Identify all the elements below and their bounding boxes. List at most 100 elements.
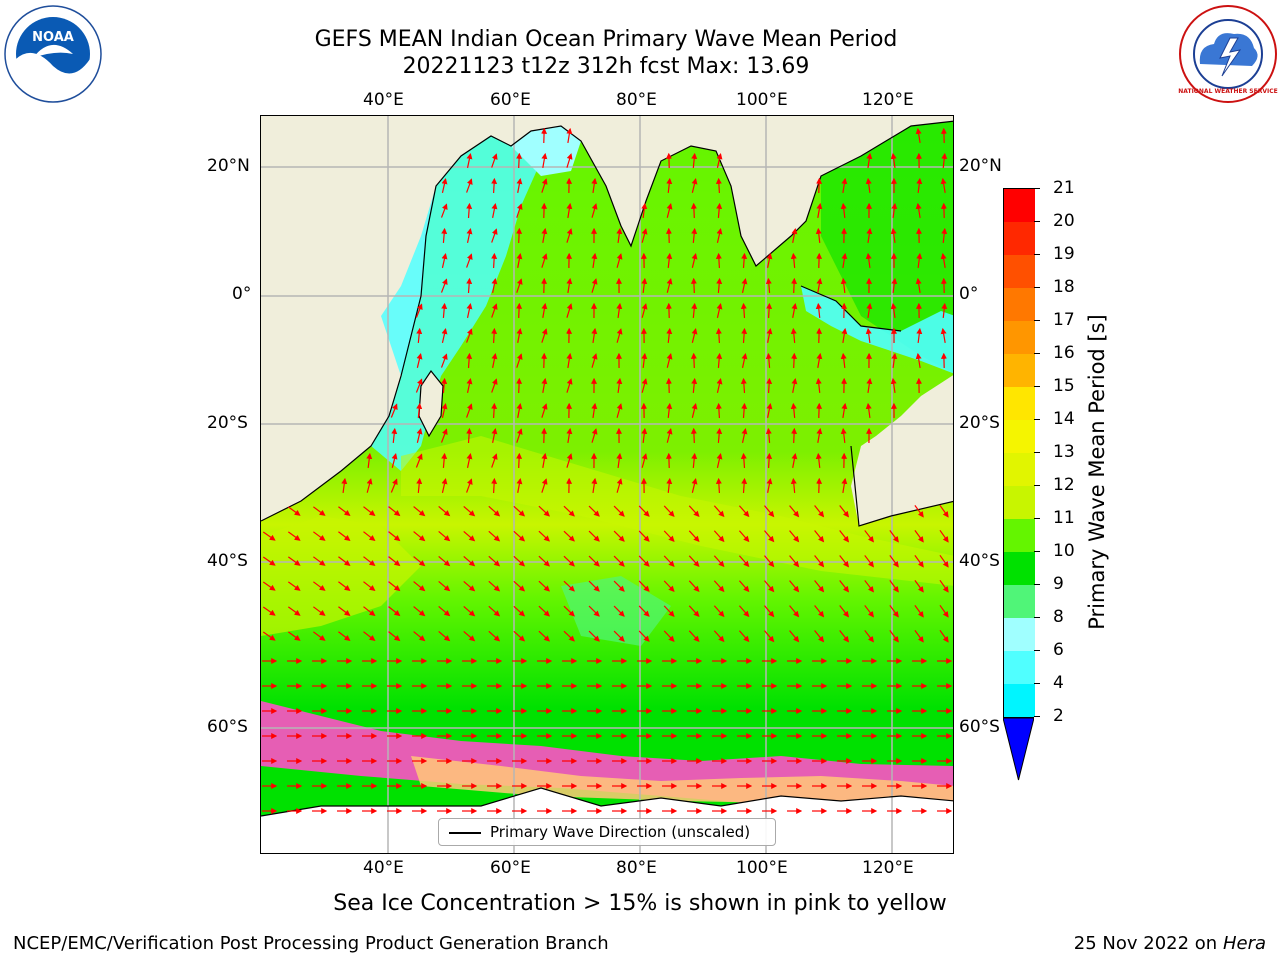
colorbar-tick-label: 13	[1053, 442, 1075, 462]
wave-arrow	[638, 530, 650, 542]
lat-tick-left-60s: 60°S	[207, 717, 248, 737]
wave-arrow	[390, 403, 398, 418]
wave-arrow	[715, 402, 722, 419]
wave-arrow	[591, 278, 598, 293]
wave-arrow	[313, 531, 326, 541]
wave-arrow	[513, 605, 526, 617]
wave-arrow	[688, 580, 700, 593]
colorbar-segment	[1004, 222, 1035, 256]
wave-arrow	[713, 605, 725, 618]
wave-arrow	[616, 478, 623, 493]
wave-direction-arrows	[262, 127, 953, 814]
lat-tick-left-20s: 20°S	[207, 413, 248, 433]
wave-arrow	[413, 506, 426, 517]
wave-arrow	[563, 580, 575, 592]
wave-arrow	[466, 352, 473, 369]
wave-arrow	[588, 555, 600, 567]
wave-arrow	[840, 202, 847, 219]
wave-arrow	[591, 252, 598, 269]
colorbar-segment	[1004, 486, 1035, 520]
wave-arrow	[591, 327, 598, 344]
wave-arrow	[889, 580, 899, 593]
wave-arrow	[491, 352, 498, 368]
wave-arrow	[841, 177, 848, 194]
wave-arrow	[791, 427, 798, 444]
wave-arrow	[491, 427, 498, 443]
wave-arrow	[941, 302, 948, 319]
wave-arrow	[738, 530, 750, 543]
wave-arrow	[713, 630, 725, 643]
wave-arrow	[890, 152, 897, 169]
colorbar-tick-label: 9	[1053, 574, 1064, 594]
wave-arrow	[641, 378, 648, 393]
wave-arrow	[438, 531, 451, 542]
wave-arrow	[566, 127, 573, 144]
wave-arrow	[441, 178, 448, 193]
noaa-logo-text: NOAA	[32, 30, 74, 45]
wave-arrow	[613, 505, 625, 517]
wave-arrow	[741, 252, 748, 269]
colorbar-tick-mark	[1034, 584, 1040, 585]
wave-arrow	[516, 402, 523, 418]
wave-arrow	[916, 252, 923, 269]
wave-arrow	[688, 605, 700, 618]
legend-label: Primary Wave Direction (unscaled)	[490, 823, 751, 841]
wave-arrow	[513, 555, 526, 567]
colorbar-tick-label: 10	[1053, 541, 1075, 561]
wave-arrow	[491, 402, 498, 419]
wave-arrow	[338, 506, 351, 516]
wave-arrow	[588, 605, 600, 617]
wave-arrow	[916, 177, 923, 194]
wave-arrow	[287, 506, 301, 516]
wave-arrow	[815, 452, 822, 469]
colorbar-tick-mark	[1034, 188, 1040, 189]
wave-arrow	[516, 377, 523, 394]
nws-logo-text: NATIONAL WEATHER SERVICE	[1178, 88, 1278, 95]
wave-arrow	[441, 253, 448, 268]
wave-arrow	[262, 631, 276, 641]
wave-arrow	[488, 580, 501, 592]
coastal-band-north	[511, 126, 581, 176]
wave-arrow	[563, 530, 575, 542]
wave-arrow	[491, 477, 498, 494]
colorbar-segment	[1004, 420, 1035, 454]
wave-arrow	[688, 530, 700, 543]
lon-tick-bottom-80: 80°E	[616, 858, 657, 878]
graticule	[261, 116, 953, 853]
wave-arrow	[839, 555, 850, 568]
wave-arrow	[463, 505, 476, 517]
lat-tick-right-20n: 20°N	[959, 156, 1002, 176]
wave-arrow	[488, 630, 501, 642]
wave-arrow	[513, 505, 526, 517]
swell-band-mid	[401, 436, 953, 586]
wave-arrow	[516, 353, 523, 368]
footer-date-text: 25 Nov 2022 on	[1073, 933, 1218, 954]
wave-arrow	[616, 377, 623, 394]
wave-arrow	[890, 302, 897, 319]
colorbar	[1003, 188, 1035, 718]
wave-arrow	[466, 178, 473, 193]
wave-arrow	[466, 328, 473, 343]
wave-arrow	[441, 328, 448, 343]
legend-line-swatch	[449, 832, 481, 834]
wave-arrow	[438, 606, 451, 617]
wave-arrow	[566, 453, 573, 468]
colorbar-segment	[1004, 387, 1035, 421]
wave-arrow	[790, 327, 797, 344]
colorbar-tick-label: 20	[1053, 211, 1075, 231]
wave-arrow	[491, 453, 498, 468]
wave-arrow	[441, 478, 448, 493]
wave-arrow	[466, 277, 473, 294]
wave-arrow	[438, 631, 451, 642]
wave-arrow	[789, 580, 800, 593]
wave-arrow	[864, 530, 874, 543]
wave-arrow	[690, 277, 697, 294]
wave-arrow	[791, 277, 798, 294]
wave-arrow	[688, 555, 700, 568]
wave-arrow	[840, 277, 847, 294]
wave-arrow	[663, 555, 675, 567]
wave-arrow	[638, 555, 650, 567]
wave-arrow	[363, 631, 376, 642]
wave-arrow	[591, 428, 598, 443]
wave-arrow	[864, 630, 874, 643]
